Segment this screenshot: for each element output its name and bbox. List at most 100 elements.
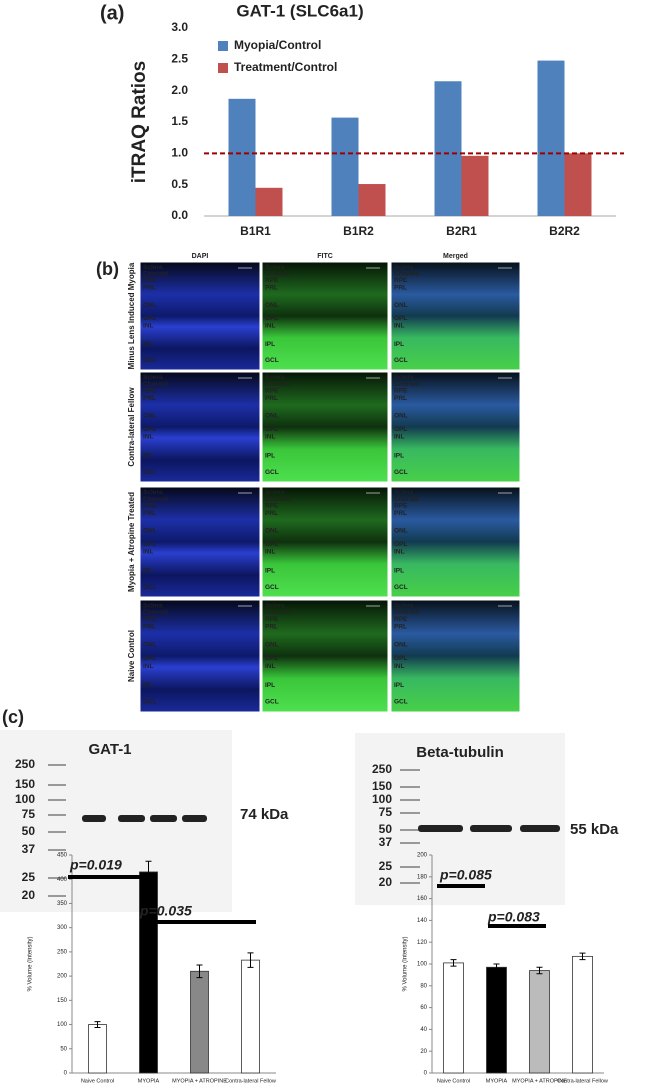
ladder-band — [400, 769, 420, 771]
bar — [486, 966, 507, 1074]
ladder-label: 37 — [22, 842, 36, 856]
ladder-label: 100 — [372, 792, 392, 806]
y-tick-label: 100 — [417, 962, 428, 968]
column-header: Merged — [443, 253, 468, 260]
error-bar — [196, 964, 203, 979]
layer-label: GCL — [143, 469, 157, 476]
layer-label: PRL — [265, 624, 278, 631]
micrograph — [261, 486, 389, 598]
blot-title: Beta-tubulin — [416, 744, 504, 761]
p-value: p=0.019 — [69, 857, 122, 873]
layer-label: GCL — [143, 584, 157, 591]
y-tick-label: 3.0 — [171, 20, 188, 34]
y-tick-label: 450 — [57, 853, 68, 859]
row-label: Minus Lens Induced Myopia — [127, 262, 136, 369]
layer-label: Sclera — [265, 489, 285, 496]
layer-label: RPE — [143, 616, 157, 623]
row-label: Contra-lateral Fellow — [127, 387, 136, 467]
ladder-band — [48, 784, 66, 786]
layer-label: INL — [265, 434, 276, 441]
protein-band — [150, 815, 177, 822]
layer-label: OPL — [394, 541, 407, 548]
layer-label: GCL — [265, 469, 279, 476]
ladder-label: 100 — [15, 792, 35, 806]
layer-label: GCL — [394, 469, 408, 476]
layer-label: RPE — [143, 277, 157, 284]
layer-label: PRL — [143, 624, 156, 631]
layer-label: Sclera — [394, 602, 414, 609]
layer-label: GCL — [265, 584, 279, 591]
y-tick-label: 20 — [420, 1049, 427, 1055]
micrograph — [390, 486, 521, 598]
micrograph — [139, 371, 261, 483]
layer-label: IPL — [143, 567, 153, 574]
layer-label: IPL — [394, 452, 404, 459]
x-tick-label: B2R1 — [446, 224, 477, 238]
ladder-band — [400, 786, 420, 788]
layer-label: Choroid — [394, 609, 419, 616]
layer-label: RPE — [265, 502, 279, 509]
y-tick-label: 1.5 — [171, 114, 188, 128]
x-tick-label: Naive Control — [81, 1078, 114, 1084]
layer-label: ONL — [265, 302, 279, 309]
bar — [331, 117, 359, 216]
ladder-band — [400, 866, 420, 868]
layer-label: RPE — [265, 277, 279, 284]
layer-label: PRL — [394, 395, 407, 402]
y-tick-label: 80 — [420, 983, 427, 989]
layer-label: OPL — [265, 426, 278, 433]
p-value: p=0.035 — [139, 903, 192, 919]
layer-label: ONL — [394, 642, 408, 649]
layer-label: Sclera — [265, 602, 285, 609]
ladder-label: 25 — [22, 870, 36, 884]
protein-band — [418, 825, 463, 832]
layer-label: OPL — [265, 541, 278, 548]
bar — [255, 187, 283, 216]
layer-label: INL — [394, 549, 405, 556]
ladder-band — [48, 799, 66, 801]
band-size: 74 kDa — [240, 806, 289, 823]
layer-label: Sclera — [143, 374, 163, 381]
ladder-band — [48, 831, 66, 833]
layer-label: Choroid — [143, 496, 168, 503]
layer-label: PRL — [394, 285, 407, 292]
layer-label: ONL — [394, 302, 408, 309]
error-bar — [450, 959, 457, 967]
ladder-label: 37 — [379, 835, 393, 849]
ladder-label: 20 — [379, 875, 393, 889]
y-tick-label: 300 — [57, 925, 68, 931]
layer-label: PRL — [394, 510, 407, 517]
layer-label: ONL — [143, 302, 157, 309]
x-tick-label: MYOPIA + ATROPINE — [172, 1078, 227, 1084]
bar — [564, 153, 592, 216]
layer-label: INL — [265, 322, 276, 329]
layer-label: Choroid — [265, 381, 290, 388]
y-axis-label: iTRAQ Ratios — [129, 61, 150, 183]
panel-label: (a) — [100, 2, 124, 24]
blot-title: GAT-1 — [88, 741, 131, 758]
layer-label: Choroid — [265, 496, 290, 503]
bar — [190, 970, 209, 1074]
layer-label: GCL — [143, 699, 157, 706]
layer-label: RPE — [143, 387, 157, 394]
layer-label: RPE — [394, 277, 408, 284]
layer-label: Choroid — [143, 271, 168, 278]
micrograph — [390, 371, 521, 483]
layer-label: ONL — [143, 528, 157, 535]
layer-label: IPL — [394, 682, 404, 689]
x-tick-label: B1R1 — [240, 224, 271, 238]
error-bar — [145, 860, 152, 884]
error-bar — [536, 966, 543, 975]
legend-label: Treatment/Control — [234, 60, 337, 74]
ladder-band — [48, 877, 66, 879]
layer-label: PRL — [143, 285, 156, 292]
ladder-label: 75 — [379, 805, 393, 819]
row-label: Naive Control — [127, 630, 136, 682]
layer-label: PRL — [143, 510, 156, 517]
layer-label: GCL — [265, 357, 279, 364]
layer-label: Choroid — [394, 271, 419, 278]
ladder-band — [48, 764, 66, 766]
layer-label: INL — [143, 549, 154, 556]
layer-label: Sclera — [394, 489, 414, 496]
